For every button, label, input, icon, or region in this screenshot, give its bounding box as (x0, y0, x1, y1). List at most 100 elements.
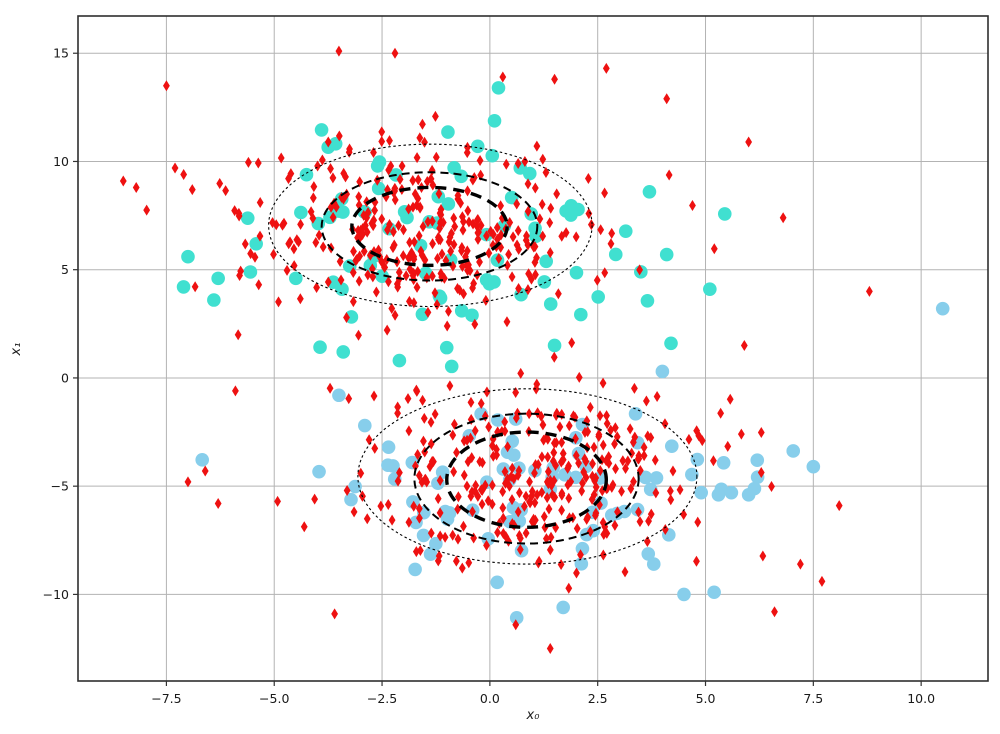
class-red-thin-diamonds-point (568, 337, 576, 349)
cluster2-skyblue-circles-point (332, 388, 346, 403)
class-red-thin-diamonds-point (435, 188, 443, 200)
cluster1-cyan-circles-point (441, 125, 455, 139)
class-red-thin-diamonds-point (645, 515, 652, 527)
class-red-thin-diamonds-point (532, 459, 539, 471)
class-red-thin-diamonds-point (446, 380, 454, 392)
class-red-thin-diamonds-point (489, 440, 496, 452)
class-red-thin-diamonds-point (596, 465, 604, 477)
class-red-thin-diamonds-point (710, 243, 718, 255)
class-red-thin-diamonds-point (477, 169, 485, 181)
cluster1-cyan-circles-point (608, 247, 623, 262)
class-red-thin-diamonds-point (402, 270, 410, 282)
class-red-thin-diamonds-point (297, 218, 304, 230)
class-red-thin-diamonds-point (355, 191, 363, 203)
class-red-thin-diamonds-point (556, 421, 564, 433)
class-red-thin-diamonds-point (525, 408, 533, 420)
class-red-thin-diamonds-point (653, 391, 661, 403)
class-red-thin-diamonds-point (524, 178, 532, 190)
cluster1-cyan-circles-point (539, 254, 554, 269)
class-red-thin-diamonds-point (324, 136, 332, 148)
class-red-thin-diamonds-point (565, 460, 572, 472)
class-red-thin-diamonds-point (611, 438, 618, 450)
class-red-thin-diamonds-point (547, 531, 555, 543)
class-red-thin-diamonds-point (388, 303, 396, 315)
class-red-thin-diamonds-point (163, 80, 170, 92)
class-red-thin-diamonds-point (315, 229, 323, 241)
class-red-thin-diamonds-point (546, 247, 554, 259)
class-red-thin-diamonds-point (255, 279, 263, 291)
class-red-thin-diamonds-point (545, 503, 553, 515)
x-tick-label: 0.0 (480, 691, 500, 706)
class-red-thin-diamonds-point (214, 497, 222, 509)
cluster1-cyan-circles-point (336, 345, 351, 359)
x-axis-label: x₀ (526, 708, 541, 723)
class-red-thin-diamonds-point (448, 227, 455, 239)
class-red-thin-diamonds-point (349, 266, 357, 278)
class-red-thin-diamonds-point (311, 493, 319, 505)
y-tick-label: 0 (61, 370, 69, 385)
class-red-thin-diamonds-point (550, 447, 558, 459)
class-red-thin-diamonds-point (312, 236, 320, 248)
cluster1-cyan-circles-point (454, 304, 469, 318)
class-red-thin-diamonds-point (420, 435, 427, 447)
class-red-thin-diamonds-point (421, 254, 429, 266)
class-red-thin-diamonds-point (643, 535, 651, 547)
class-red-thin-diamonds-point (464, 205, 472, 217)
class-red-thin-diamonds-point (524, 205, 532, 217)
class-red-thin-diamonds-point (757, 467, 765, 479)
cluster1-cyan-circles-point (537, 275, 552, 289)
class-red-thin-diamonds-point (494, 527, 501, 539)
class-red-thin-diamonds-point (516, 544, 524, 556)
class-red-thin-diamonds-point (584, 511, 592, 523)
class-red-thin-diamonds-point (416, 132, 424, 144)
class-red-thin-diamonds-point (505, 248, 512, 260)
cluster2-skyblue-circles-point (935, 301, 950, 316)
class-red-thin-diamonds-point (768, 480, 775, 492)
class-red-thin-diamonds-point (399, 250, 407, 262)
class-red-thin-diamonds-point (599, 377, 607, 389)
class-red-thin-diamonds-point (412, 460, 419, 472)
class-red-thin-diamonds-point (406, 263, 414, 275)
class-red-thin-diamonds-point (419, 118, 426, 130)
class-red-thin-diamonds-point (318, 154, 326, 166)
class-red-thin-diamonds-point (277, 152, 285, 164)
cluster1-cyan-circles-point (591, 290, 605, 304)
class-red-thin-diamonds-point (345, 393, 353, 405)
class-red-thin-diamonds-point (597, 224, 605, 236)
cluster1-cyan-circles-point (370, 159, 385, 173)
class-red-thin-diamonds-point (416, 545, 424, 557)
class-red-thin-diamonds-point (355, 329, 362, 341)
class-red-thin-diamonds-point (391, 309, 399, 321)
class-red-thin-diamonds-point (119, 175, 127, 187)
class-red-thin-diamonds-point (395, 266, 403, 278)
class-red-thin-diamonds-point (427, 527, 435, 539)
class-red-thin-diamonds-point (489, 433, 497, 445)
class-red-thin-diamonds-point (396, 467, 403, 479)
cluster1-cyan-circles-point (439, 340, 454, 355)
class-red-thin-diamonds-point (504, 441, 512, 453)
cluster1-cyan-circles-point (176, 280, 191, 294)
class-red-thin-diamonds-point (607, 424, 615, 436)
class-red-thin-diamonds-point (329, 211, 337, 223)
class-red-thin-diamonds-point (559, 454, 567, 466)
class-red-thin-diamonds-point (627, 483, 635, 495)
class-red-thin-diamonds-point (326, 382, 334, 394)
class-red-thin-diamonds-point (557, 559, 565, 571)
x-tick-label: −5.0 (259, 691, 289, 706)
cluster2-skyblue-circles-point (381, 440, 396, 454)
class-red-thin-diamonds-point (533, 378, 541, 390)
grid-lines (78, 16, 988, 681)
cluster2-skyblue-circles-point (423, 547, 438, 562)
axis-ticks (73, 52, 922, 686)
class-red-thin-diamonds-point (390, 239, 398, 251)
class-red-thin-diamonds-point (499, 528, 507, 540)
class-red-thin-diamonds-point (391, 47, 399, 59)
class-red-thin-diamonds-point (499, 502, 507, 514)
class-red-thin-diamonds-point (290, 260, 298, 272)
cluster1-cyan-circles-point (288, 271, 303, 286)
class-red-thin-diamonds-point (171, 162, 179, 174)
class-red-thin-diamonds-point (464, 264, 471, 276)
class-red-thin-diamonds-point (409, 174, 417, 186)
y-tick-labels: 15 10 5 0 −5 −10 (43, 46, 69, 602)
class-red-thin-diamonds-point (370, 147, 377, 159)
